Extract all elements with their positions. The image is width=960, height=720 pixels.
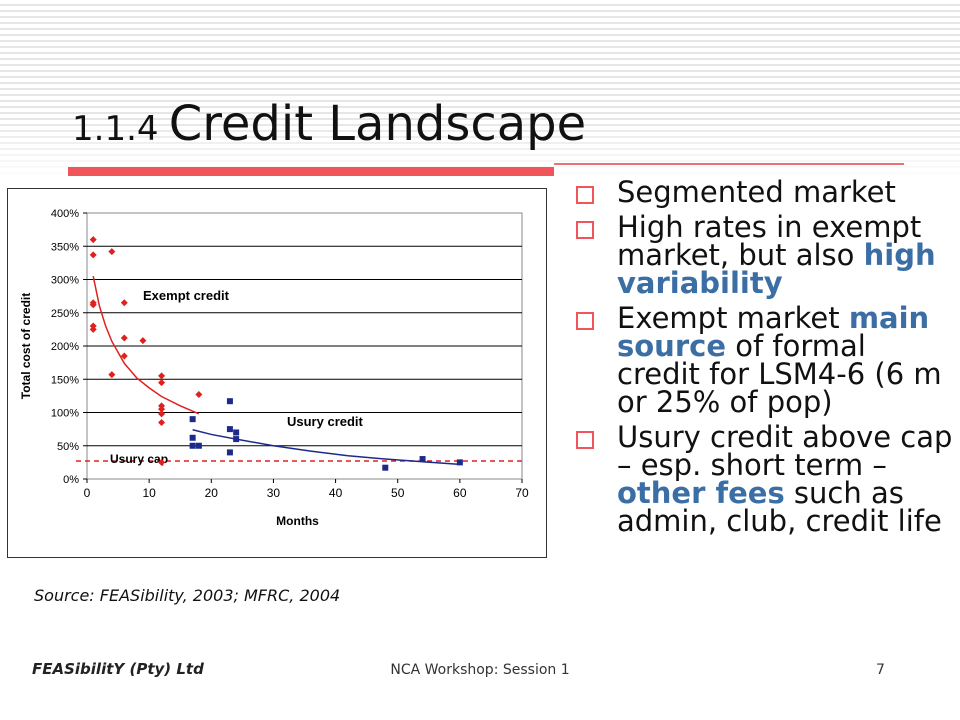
x-tick-label: 50 bbox=[391, 486, 405, 500]
usury-point bbox=[189, 416, 196, 423]
bullet-highlight: high variability bbox=[617, 238, 936, 300]
bullet-text: of formal credit for LSM4-6 (6 m or 25% … bbox=[617, 329, 942, 419]
exempt-point bbox=[158, 372, 166, 380]
bullet-item: Segmented market bbox=[573, 175, 953, 209]
exempt-point bbox=[139, 337, 147, 345]
source-note: Source: FEASibility, 2003; MFRC, 2004 bbox=[34, 586, 341, 605]
title-text: Credit Landscape bbox=[168, 96, 587, 152]
exempt-point bbox=[158, 379, 166, 387]
footer-session: NCA Workshop: Session 1 bbox=[390, 662, 570, 678]
y-tick-label: 350% bbox=[51, 241, 79, 253]
bullet-text: such as admin, club, credit life bbox=[617, 476, 942, 538]
exempt-point bbox=[158, 410, 166, 418]
x-tick-label: 0 bbox=[84, 486, 91, 500]
y-tick-label: 50% bbox=[57, 441, 79, 453]
exempt-point bbox=[158, 405, 166, 413]
trendline bbox=[92, 276, 200, 415]
footer-company: FEASibilitY (Pty) Ltd bbox=[32, 660, 204, 678]
usury-point bbox=[226, 449, 233, 456]
credit-scatter-chart: 0% 50% 100% 150% 200% 250% 300% 350% 400% 0 10 20 30… bbox=[19, 208, 529, 528]
x-tick-label: 10 bbox=[142, 486, 156, 500]
usury-point bbox=[195, 442, 202, 449]
bullet-box-icon bbox=[576, 221, 594, 239]
title-rule bbox=[554, 163, 904, 165]
x-tick-label: 40 bbox=[329, 486, 343, 500]
y-tick-label: 150% bbox=[51, 374, 79, 386]
bullet-box-icon bbox=[576, 186, 594, 204]
x-tick-label: 60 bbox=[453, 486, 467, 500]
usury-point bbox=[419, 456, 426, 463]
y-tick-label: 0% bbox=[63, 474, 79, 486]
exempt-point bbox=[195, 391, 203, 399]
y-tick-label: 200% bbox=[51, 341, 79, 353]
usury-cap-label: Usury cap bbox=[110, 452, 168, 466]
bullet-item: High rates in exempt market, but also hi… bbox=[573, 210, 953, 300]
bullet-highlight: other fees bbox=[617, 476, 785, 510]
chart-frame: 0% 50% 100% 150% 200% 250% 300% 350% 400% 0 10 20 30… bbox=[7, 188, 547, 558]
page-number: 7 bbox=[876, 662, 885, 678]
exempt-credit-label: Exempt credit bbox=[143, 288, 230, 303]
usury-point bbox=[382, 464, 389, 471]
bullet-highlight: main source bbox=[617, 301, 930, 363]
trendline bbox=[192, 429, 460, 466]
exempt-point bbox=[120, 352, 128, 360]
exempt-point bbox=[158, 458, 166, 466]
page-title: 1.1.4 Credit Landscape bbox=[72, 96, 586, 152]
usury-credit-label: Usury credit bbox=[287, 414, 364, 429]
exempt-point bbox=[108, 371, 116, 379]
y-tick-label: 250% bbox=[51, 308, 79, 320]
y-axis-label: Total cost of credit bbox=[19, 293, 33, 399]
usury-point bbox=[233, 429, 240, 436]
x-axis-label: Months bbox=[276, 514, 319, 528]
title-number: 1.1.4 bbox=[72, 109, 159, 149]
exempt-point bbox=[89, 301, 97, 309]
bullet-box-icon bbox=[576, 431, 594, 449]
y-tick-label: 100% bbox=[51, 408, 79, 420]
x-tick-label: 30 bbox=[267, 486, 281, 500]
exempt-point bbox=[89, 236, 97, 244]
bullet-text: High rates in exempt market, but also bbox=[617, 210, 922, 272]
exempt-point bbox=[158, 418, 166, 426]
y-tick-label: 300% bbox=[51, 275, 79, 287]
x-tick-label: 70 bbox=[515, 486, 529, 500]
exempt-point bbox=[120, 334, 128, 342]
exempt-point bbox=[89, 251, 97, 259]
bullet-item: Exempt market main source of formal cred… bbox=[573, 301, 953, 419]
bullet-text: Exempt market bbox=[617, 301, 849, 335]
bullet-text: Segmented market bbox=[617, 175, 896, 209]
bullet-box-icon bbox=[576, 312, 594, 330]
bullet-item: Usury credit above cap – esp. short term… bbox=[573, 420, 953, 538]
usury-point bbox=[226, 398, 233, 405]
usury-point bbox=[226, 426, 233, 433]
exempt-point bbox=[108, 248, 116, 256]
usury-point bbox=[233, 436, 240, 443]
bullet-text: Usury credit above cap – esp. short term… bbox=[617, 420, 953, 482]
y-tick-label: 400% bbox=[51, 208, 79, 220]
bullet-list: Segmented market High rates in exempt mar… bbox=[573, 178, 953, 542]
usury-point bbox=[189, 442, 196, 449]
title-accent-bar bbox=[68, 167, 554, 176]
x-tick-label: 20 bbox=[205, 486, 219, 500]
usury-point bbox=[456, 459, 463, 466]
exempt-point bbox=[120, 299, 128, 307]
usury-point bbox=[189, 434, 196, 441]
exempt-point bbox=[89, 325, 97, 333]
